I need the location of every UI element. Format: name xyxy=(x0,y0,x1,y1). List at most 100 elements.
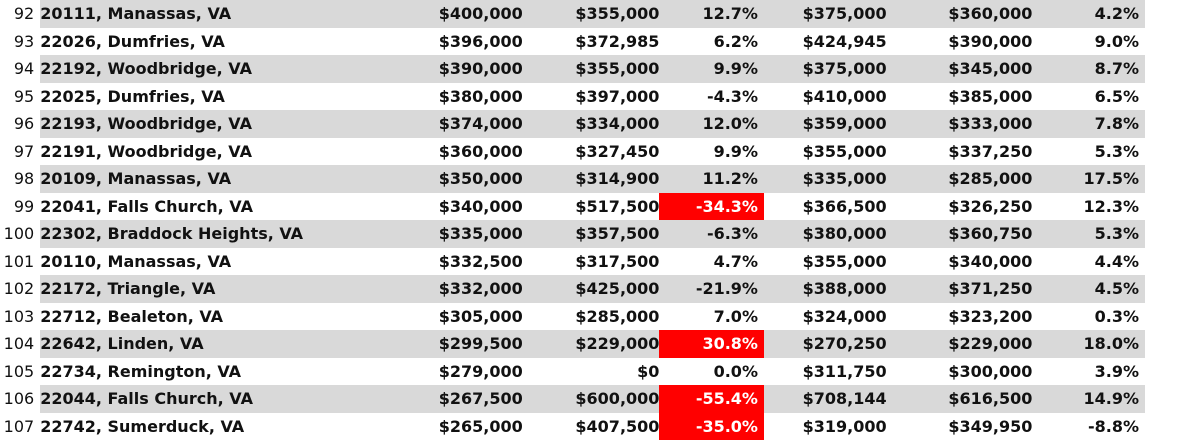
value-cell-2[interactable]: $314,900 xyxy=(522,165,660,193)
percent-change-cell-2[interactable]: 9.0% xyxy=(1094,31,1139,51)
value-cell-1[interactable]: $332,000 xyxy=(417,275,523,303)
row-number-cell[interactable]: 103 xyxy=(3,306,35,326)
value-cell-2[interactable]: $355,000 xyxy=(522,55,660,83)
percent-change-cell-1[interactable]: -55.4% xyxy=(659,385,764,413)
value-cell-1[interactable]: $279,000 xyxy=(438,361,523,381)
value-cell-3[interactable]: $388,000 xyxy=(763,275,887,303)
percent-change-cell-1[interactable]: 9.9% xyxy=(713,141,758,161)
value-cell-3[interactable]: $324,000 xyxy=(802,306,887,326)
zip-location-cell[interactable]: 22642, Linden, VA xyxy=(40,330,418,358)
percent-change-cell-1[interactable]: -4.3% xyxy=(706,86,758,106)
value-cell-4[interactable]: $616,500 xyxy=(886,385,1033,413)
value-cell-3[interactable]: $319,000 xyxy=(802,416,887,436)
row-number-cell[interactable]: 106 xyxy=(3,389,35,409)
value-cell-2[interactable]: $425,000 xyxy=(522,275,660,303)
percent-change-cell-2[interactable]: 3.9% xyxy=(1094,361,1139,381)
percent-change-cell-1[interactable]: 0.0% xyxy=(713,361,758,381)
percent-change-cell-1[interactable]: 30.8% xyxy=(659,330,764,358)
value-cell-4[interactable]: $360,750 xyxy=(886,220,1033,248)
zip-location-cell[interactable]: 22025, Dumfries, VA xyxy=(40,86,225,106)
value-cell-3[interactable]: $311,750 xyxy=(802,361,887,381)
value-cell-4[interactable]: $345,000 xyxy=(886,55,1033,83)
value-cell-3[interactable]: $424,945 xyxy=(802,31,887,51)
percent-change-cell-1[interactable]: 12.7% xyxy=(659,0,764,28)
percent-change-cell-1[interactable]: -6.3% xyxy=(659,220,764,248)
zip-location-cell[interactable]: 22044, Falls Church, VA xyxy=(40,385,418,413)
table-row[interactable]: 98 20109, Manassas, VA $350,000 $314,900 11.… xyxy=(0,165,1145,193)
row-number-cell[interactable]: 105 xyxy=(3,361,35,381)
table-row[interactable]: 93 22026, Dumfries, VA $396,000 $372,985 6.2… xyxy=(0,28,1145,56)
value-cell-3[interactable]: $380,000 xyxy=(763,220,887,248)
value-cell-4[interactable]: $360,000 xyxy=(886,0,1033,28)
table-row[interactable]: 97 22191, Woodbridge, VA $360,000 $327,450 9… xyxy=(0,138,1145,166)
percent-change-cell-2[interactable]: 7.8% xyxy=(1032,110,1145,138)
value-cell-3[interactable]: $355,000 xyxy=(802,141,887,161)
percent-change-cell-2[interactable]: 4.5% xyxy=(1032,275,1145,303)
percent-change-cell-1[interactable]: 11.2% xyxy=(659,165,764,193)
table-row[interactable]: 100 22302, Braddock Heights, VA $335,000 $3… xyxy=(0,220,1145,248)
value-cell-2[interactable]: $517,500 xyxy=(575,196,660,216)
value-cell-3[interactable]: $359,000 xyxy=(763,110,887,138)
table-row[interactable]: 95 22025, Dumfries, VA $380,000 $397,000 -4.… xyxy=(0,83,1145,111)
row-number-cell[interactable]: 100 xyxy=(3,224,35,244)
value-cell-4[interactable]: $371,250 xyxy=(886,275,1033,303)
value-cell-4[interactable]: $300,000 xyxy=(948,361,1033,381)
value-cell-2[interactable]: $397,000 xyxy=(575,86,660,106)
value-cell-1[interactable]: $360,000 xyxy=(438,141,523,161)
value-cell-1[interactable]: $267,500 xyxy=(417,385,523,413)
zip-location-cell[interactable]: 22302, Braddock Heights, VA xyxy=(40,220,418,248)
zip-location-cell[interactable]: 22712, Bealeton, VA xyxy=(40,306,224,326)
value-cell-3[interactable]: $708,144 xyxy=(763,385,887,413)
row-number-cell[interactable]: 104 xyxy=(3,334,35,354)
value-cell-1[interactable]: $374,000 xyxy=(417,110,523,138)
value-cell-2[interactable]: $355,000 xyxy=(522,0,660,28)
percent-change-cell-1[interactable]: 4.7% xyxy=(713,251,758,271)
zip-location-cell[interactable]: 22172, Triangle, VA xyxy=(40,275,418,303)
percent-change-cell-1[interactable]: 9.9% xyxy=(659,55,764,83)
percent-change-cell-1[interactable]: 7.0% xyxy=(713,306,758,326)
value-cell-2[interactable]: $0 xyxy=(637,361,660,381)
percent-change-cell-2[interactable]: 12.3% xyxy=(1083,196,1139,216)
row-number-cell[interactable]: 92 xyxy=(13,4,35,24)
percent-change-cell-2[interactable]: 5.3% xyxy=(1032,220,1145,248)
zip-location-cell[interactable]: 22191, Woodbridge, VA xyxy=(40,141,252,161)
table-row[interactable]: 96 22193, Woodbridge, VA $374,000 $334,000 1… xyxy=(0,110,1145,138)
percent-change-cell-2[interactable]: 6.5% xyxy=(1094,86,1139,106)
zip-location-cell[interactable]: 22734, Remington, VA xyxy=(40,361,242,381)
percent-change-cell-1[interactable]: -21.9% xyxy=(659,275,764,303)
value-cell-3[interactable]: $366,500 xyxy=(802,196,887,216)
value-cell-2[interactable]: $600,000 xyxy=(522,385,660,413)
value-cell-2[interactable]: $317,500 xyxy=(575,251,660,271)
percent-change-cell-1[interactable]: 6.2% xyxy=(713,31,758,51)
percent-change-cell-2[interactable]: -8.8% xyxy=(1087,416,1139,436)
value-cell-2[interactable]: $407,500 xyxy=(575,416,660,436)
value-cell-3[interactable]: $375,000 xyxy=(763,0,887,28)
percent-change-cell-2[interactable]: 17.5% xyxy=(1032,165,1145,193)
percent-change-cell-2[interactable]: 8.7% xyxy=(1032,55,1145,83)
value-cell-1[interactable]: $380,000 xyxy=(438,86,523,106)
percent-change-cell-2[interactable]: 4.2% xyxy=(1032,0,1145,28)
percent-change-cell-2[interactable]: 14.9% xyxy=(1032,385,1145,413)
zip-location-cell[interactable]: 20111, Manassas, VA xyxy=(40,0,418,28)
row-number-cell[interactable]: 102 xyxy=(3,279,35,299)
row-number-cell[interactable]: 96 xyxy=(13,114,35,134)
row-number-cell[interactable]: 107 xyxy=(3,416,35,436)
row-number-cell[interactable]: 99 xyxy=(13,196,35,216)
value-cell-1[interactable]: $305,000 xyxy=(438,306,523,326)
value-cell-4[interactable]: $333,000 xyxy=(886,110,1033,138)
row-number-cell[interactable]: 101 xyxy=(3,251,35,271)
value-cell-1[interactable]: $332,500 xyxy=(438,251,523,271)
value-cell-2[interactable]: $285,000 xyxy=(575,306,660,326)
zip-location-cell[interactable]: 20110, Manassas, VA xyxy=(40,251,232,271)
value-cell-3[interactable]: $335,000 xyxy=(763,165,887,193)
percent-change-cell-2[interactable]: 5.3% xyxy=(1094,141,1139,161)
row-number-cell[interactable]: 95 xyxy=(13,86,35,106)
table-row[interactable]: 105 22734, Remington, VA $279,000 $0 0.0% $31… xyxy=(0,358,1145,386)
percent-change-cell-1[interactable]: -35.0% xyxy=(659,412,764,440)
value-cell-3[interactable]: $410,000 xyxy=(802,86,887,106)
zip-location-cell[interactable]: 22742, Sumerduck, VA xyxy=(40,416,245,436)
row-number-cell[interactable]: 93 xyxy=(13,31,35,51)
table-row[interactable]: 94 22192, Woodbridge, VA $390,000 $355,000 9… xyxy=(0,55,1145,83)
zip-location-cell[interactable]: 22192, Woodbridge, VA xyxy=(40,55,418,83)
value-cell-3[interactable]: $355,000 xyxy=(802,251,887,271)
